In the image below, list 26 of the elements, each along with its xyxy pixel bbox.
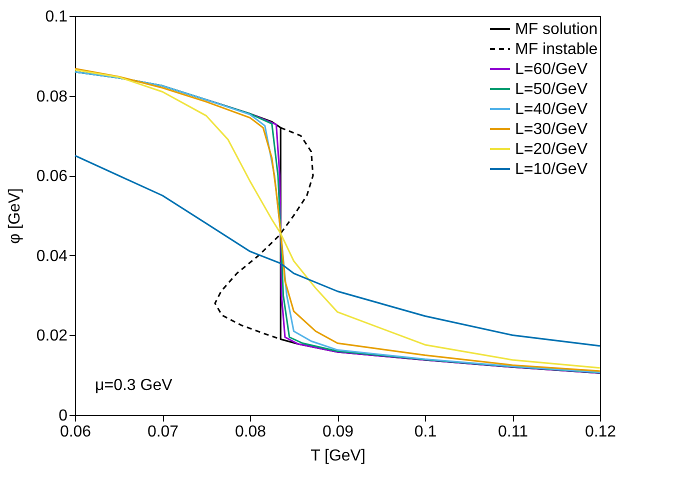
- y-tick-label: 0.06: [36, 168, 68, 186]
- x-tick-label: 0.06: [60, 424, 92, 440]
- y-tick-label: 0.08: [36, 88, 68, 106]
- x-tick-label: 0.09: [322, 424, 354, 440]
- y-tick-label: 0.1: [45, 8, 68, 26]
- y-tick-label: 0.02: [36, 328, 68, 345]
- x-tick-label: 0.07: [147, 424, 179, 440]
- legend-label: L=10/GeV: [515, 161, 588, 178]
- y-axis-title: φ [GeV]: [6, 188, 24, 244]
- legend-label: L=40/GeV: [515, 101, 588, 118]
- legend-label: L=60/GeV: [515, 61, 588, 78]
- x-tick-label: 0.11: [498, 424, 528, 440]
- legend-label: MF solution: [515, 21, 598, 38]
- line-series: [214, 126, 314, 340]
- legend-label: L=50/GeV: [515, 81, 588, 98]
- x-tick-label: 0.12: [584, 424, 616, 440]
- line-series: [74, 154, 601, 347]
- x-tick-label: 0.1: [414, 424, 437, 440]
- annotation: μ=0.3 GeV: [95, 377, 173, 394]
- x-tick-label: 0.08: [234, 424, 266, 440]
- legend-label: L=30/GeV: [515, 121, 588, 138]
- legend-label: MF instable: [515, 41, 598, 58]
- legend-label: L=20/GeV: [515, 141, 588, 158]
- y-tick-label: 0.04: [36, 248, 68, 265]
- x-axis-title: T [GeV]: [310, 448, 366, 464]
- y-tick-label: 0: [58, 408, 68, 424]
